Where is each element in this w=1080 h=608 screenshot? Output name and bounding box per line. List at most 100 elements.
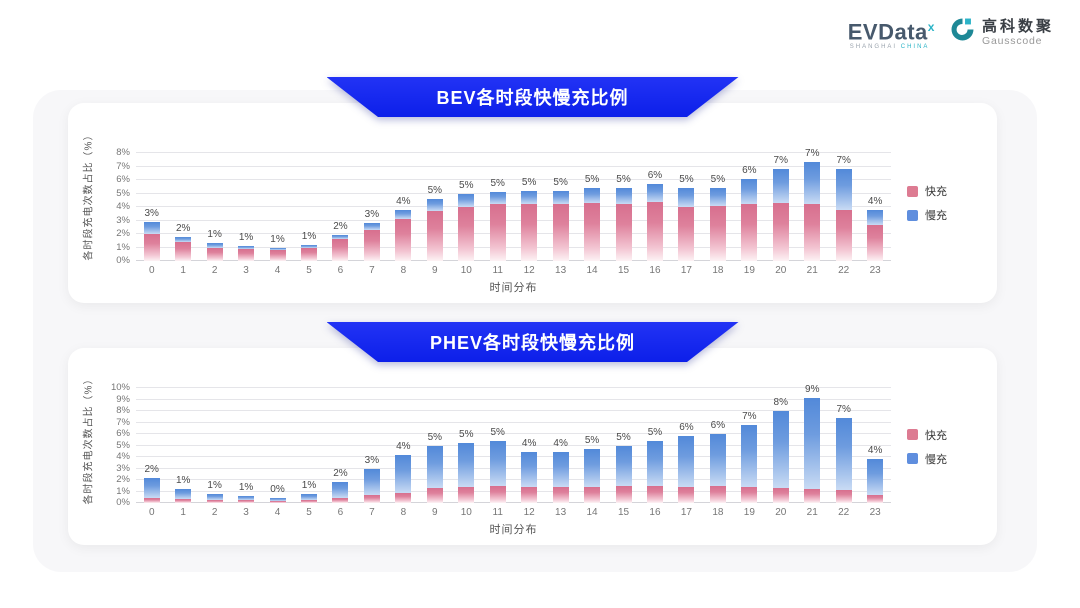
brand-bar: EVDatax SHANGHAI CHINA 高科数聚 Gausscode (847, 16, 1054, 51)
bar-segment-fast (175, 498, 192, 503)
bev-y-axis-label-wrap: 各时段充电次数占比（%） (78, 103, 96, 303)
bar-column-bev-18: 5% (702, 153, 733, 261)
y-tick-label: 1% (116, 241, 130, 253)
evdata-x-mark: x (927, 20, 935, 34)
bar-phev-17 (678, 436, 695, 503)
x-tick-label: 23 (869, 507, 881, 518)
bar-column-phev-13: 4% (545, 388, 576, 503)
bar-segment-slow (363, 223, 380, 230)
bar-data-label: 4% (553, 438, 568, 450)
bar-segment-slow (426, 445, 443, 489)
bar-data-label: 4% (867, 195, 883, 207)
gridline-bev-5: 5% (116, 188, 891, 199)
y-tick-label: 8% (116, 147, 130, 158)
bar-segment-slow (646, 184, 663, 202)
bar-column-phev-16: 5% (639, 388, 670, 503)
bar-column-bev-19: 6% (734, 153, 765, 261)
bev-x-axis-title: 时间分布 (489, 282, 538, 294)
bar-column-bev-9: 5% (419, 153, 450, 261)
bar-segment-slow (332, 482, 349, 498)
phev-x-axis-ticks: 0 1 2 3 4 5 6 7 8 9 10 11 12 13 14 15 16 17 18 19 20 21 22 23 (136, 507, 891, 518)
x-tick-label: 18 (712, 265, 724, 276)
y-tick-label: 9% (116, 393, 130, 405)
bar-data-label: 5% (679, 174, 694, 186)
legend-item-slow[interactable]: 慢充 (907, 451, 983, 467)
bar-segment-slow (552, 190, 569, 205)
bar-column-phev-15: 5% (608, 388, 639, 503)
bev-y-axis-label: 各时段充电次数占比（%） (83, 129, 95, 261)
bar-segment-fast (395, 492, 412, 503)
y-tick-label: 6% (116, 428, 130, 439)
legend-item-slow[interactable]: 慢充 (907, 207, 983, 223)
legend-item-fast[interactable]: 快充 (907, 427, 983, 443)
y-tick-label: 0% (116, 255, 130, 266)
phev-y-axis-label-wrap: 各时段充电次数占比（%） (78, 348, 96, 545)
bar-bev-4 (269, 248, 286, 261)
bar-segment-fast (458, 486, 475, 503)
legend-swatch-slow (907, 453, 918, 464)
bar-bev-12 (521, 190, 538, 261)
y-tick-label: 3% (116, 214, 130, 226)
evdata-text: EVData (847, 19, 928, 45)
bar-bev-17 (678, 188, 695, 261)
bar-bev-11 (489, 192, 506, 261)
bar-segment-slow (269, 248, 286, 250)
bar-bev-23 (867, 209, 884, 261)
bar-bev-6 (332, 235, 349, 261)
gridline-bev-8: 8% (116, 147, 891, 158)
bar-column-phev-22: 7% (828, 388, 859, 503)
bar-segment-fast (552, 204, 569, 261)
bar-data-label: 6% (710, 420, 726, 431)
bar-column-bev-14: 5% (576, 153, 607, 261)
bar-segment-fast (206, 499, 223, 503)
bar-column-bev-5: 1% (293, 153, 324, 261)
legend-item-fast[interactable]: 快充 (907, 183, 983, 199)
x-tick-label: 12 (523, 507, 535, 518)
y-tick-label: 4% (116, 201, 130, 212)
bar-segment-slow (332, 235, 349, 240)
bar-segment-slow (395, 209, 412, 220)
bar-data-label: 1% (207, 479, 222, 491)
x-tick-label: 2 (211, 507, 218, 518)
bar-segment-fast (521, 204, 538, 261)
bar-segment-fast (238, 248, 255, 261)
bar-data-label: 7% (773, 155, 789, 167)
legend-label-fast: 快充 (925, 186, 947, 198)
bev-bars: 3% 2% 1% 1% 1% 1% 2% 3% 4% 5% 5% 5% 5% 5% 5% 5% 6% 5% 5% 6%… (136, 148, 891, 261)
bar-segment-slow (238, 246, 255, 249)
y-tick-label: 2% (116, 228, 130, 239)
bar-column-phev-1: 1% (167, 388, 198, 503)
phev-x-axis-title: 时间分布 (489, 524, 538, 536)
bar-segment-fast (646, 201, 663, 261)
bar-phev-4 (269, 497, 286, 503)
legend-swatch-slow (907, 209, 918, 221)
bar-phev-3 (238, 495, 255, 503)
bar-segment-slow (646, 440, 663, 486)
x-tick-label: 8 (400, 265, 407, 276)
bar-data-label: 5% (553, 176, 568, 188)
bar-data-label: 6% (742, 164, 757, 176)
bar-segment-slow (363, 468, 380, 495)
bar-data-label: 1% (238, 481, 254, 493)
bar-segment-fast (300, 247, 317, 261)
bar-segment-slow (772, 411, 789, 489)
evdata-subtext-country: CHINA (900, 44, 930, 51)
bar-data-label: 4% (396, 440, 411, 452)
phev-banner-shape: PHEV各时段快慢充比例 (326, 322, 739, 362)
bar-column-phev-14: 5% (576, 388, 607, 503)
gridline-phev-6: 6% (116, 428, 891, 439)
bar-segment-fast (741, 486, 758, 503)
bar-segment-slow (395, 454, 412, 493)
y-tick-label: 5% (116, 439, 130, 451)
bar-segment-slow (835, 169, 852, 210)
bar-bev-8 (395, 209, 412, 261)
bar-phev-16 (646, 440, 663, 503)
bar-phev-15 (615, 445, 632, 503)
y-tick-label: 7% (116, 416, 130, 428)
phev-y-axis-label: 各时段充电次数占比（%） (83, 373, 95, 505)
bar-bev-20 (772, 169, 789, 261)
legend-label-slow: 慢充 (925, 453, 947, 466)
bar-phev-0 (143, 477, 160, 503)
x-tick-label: 19 (743, 265, 755, 276)
bar-phev-22 (835, 417, 852, 503)
